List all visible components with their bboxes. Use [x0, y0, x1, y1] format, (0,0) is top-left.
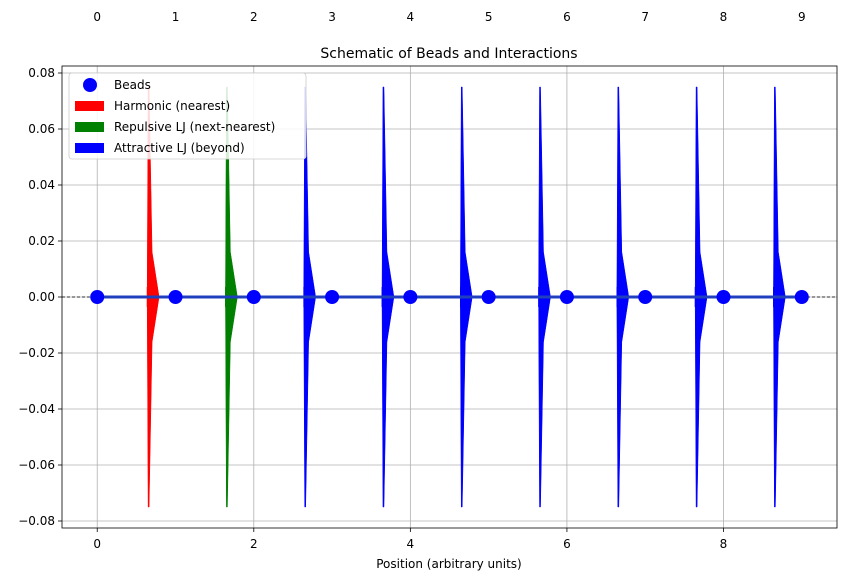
x-tick-label: 2 — [250, 537, 258, 551]
top-labels: 0 1 2 3 4 5 6 7 8 9 — [93, 10, 805, 24]
legend-swatch — [75, 101, 104, 111]
bead-point — [325, 290, 340, 304]
bead-point — [638, 290, 653, 304]
chart-title: Schematic of Beads and Interactions — [320, 46, 577, 62]
legend-label: Attractive LJ (beyond) — [114, 141, 245, 155]
top-label: 9 — [798, 10, 806, 24]
bead-point — [559, 290, 574, 304]
x-tick-label: 0 — [93, 537, 101, 551]
bead-point — [246, 290, 261, 304]
top-label: 2 — [250, 10, 258, 24]
legend-marker — [83, 78, 97, 92]
legend-label: Repulsive LJ (next-nearest) — [114, 120, 275, 134]
y-tick-label: −0.04 — [18, 402, 55, 416]
y-tick-label: −0.06 — [18, 458, 55, 472]
legend-label: Beads — [114, 78, 151, 92]
plot-marks — [62, 86, 837, 508]
bead-point — [794, 290, 809, 304]
y-tick-label: 0.08 — [28, 66, 55, 80]
x-tick-label: 8 — [720, 537, 728, 551]
legend-label: Harmonic (nearest) — [114, 99, 230, 113]
x-tick-label: 4 — [407, 537, 415, 551]
top-label: 1 — [172, 10, 180, 24]
top-label: 6 — [563, 10, 571, 24]
top-label: 3 — [328, 10, 336, 24]
top-label: 0 — [93, 10, 101, 24]
bead-point — [716, 290, 731, 304]
legend-box — [68, 72, 307, 160]
x-axis-label: Position (arbitrary units) — [376, 557, 521, 571]
x-tick-label: 6 — [563, 537, 571, 551]
top-label: 8 — [720, 10, 728, 24]
top-label: 7 — [641, 10, 649, 24]
y-tick-label: 0.06 — [28, 122, 55, 136]
bead-point — [168, 290, 183, 304]
legend-swatch — [75, 122, 104, 132]
legend-swatch — [75, 143, 104, 153]
y-tick-label: 0.00 — [28, 290, 55, 304]
plot-frame — [61, 65, 838, 529]
y-ticks: −0.08 −0.06 −0.04 −0.02 0.00 0.02 0.04 0.06 0.08 — [18, 66, 62, 528]
top-label: 5 — [485, 10, 493, 24]
y-tick-label: 0.04 — [28, 178, 55, 192]
x-ticks: 0 2 4 6 8 — [93, 528, 727, 551]
bead-point — [481, 290, 496, 304]
top-label: 4 — [407, 10, 415, 24]
legend: Beads Harmonic (nearest) Repulsive LJ (nex… — [68, 72, 307, 160]
y-tick-label: −0.08 — [18, 514, 55, 528]
bead-point — [403, 290, 418, 304]
y-tick-label: 0.02 — [28, 234, 55, 248]
bead-point — [90, 290, 105, 304]
y-tick-label: −0.02 — [18, 346, 55, 360]
